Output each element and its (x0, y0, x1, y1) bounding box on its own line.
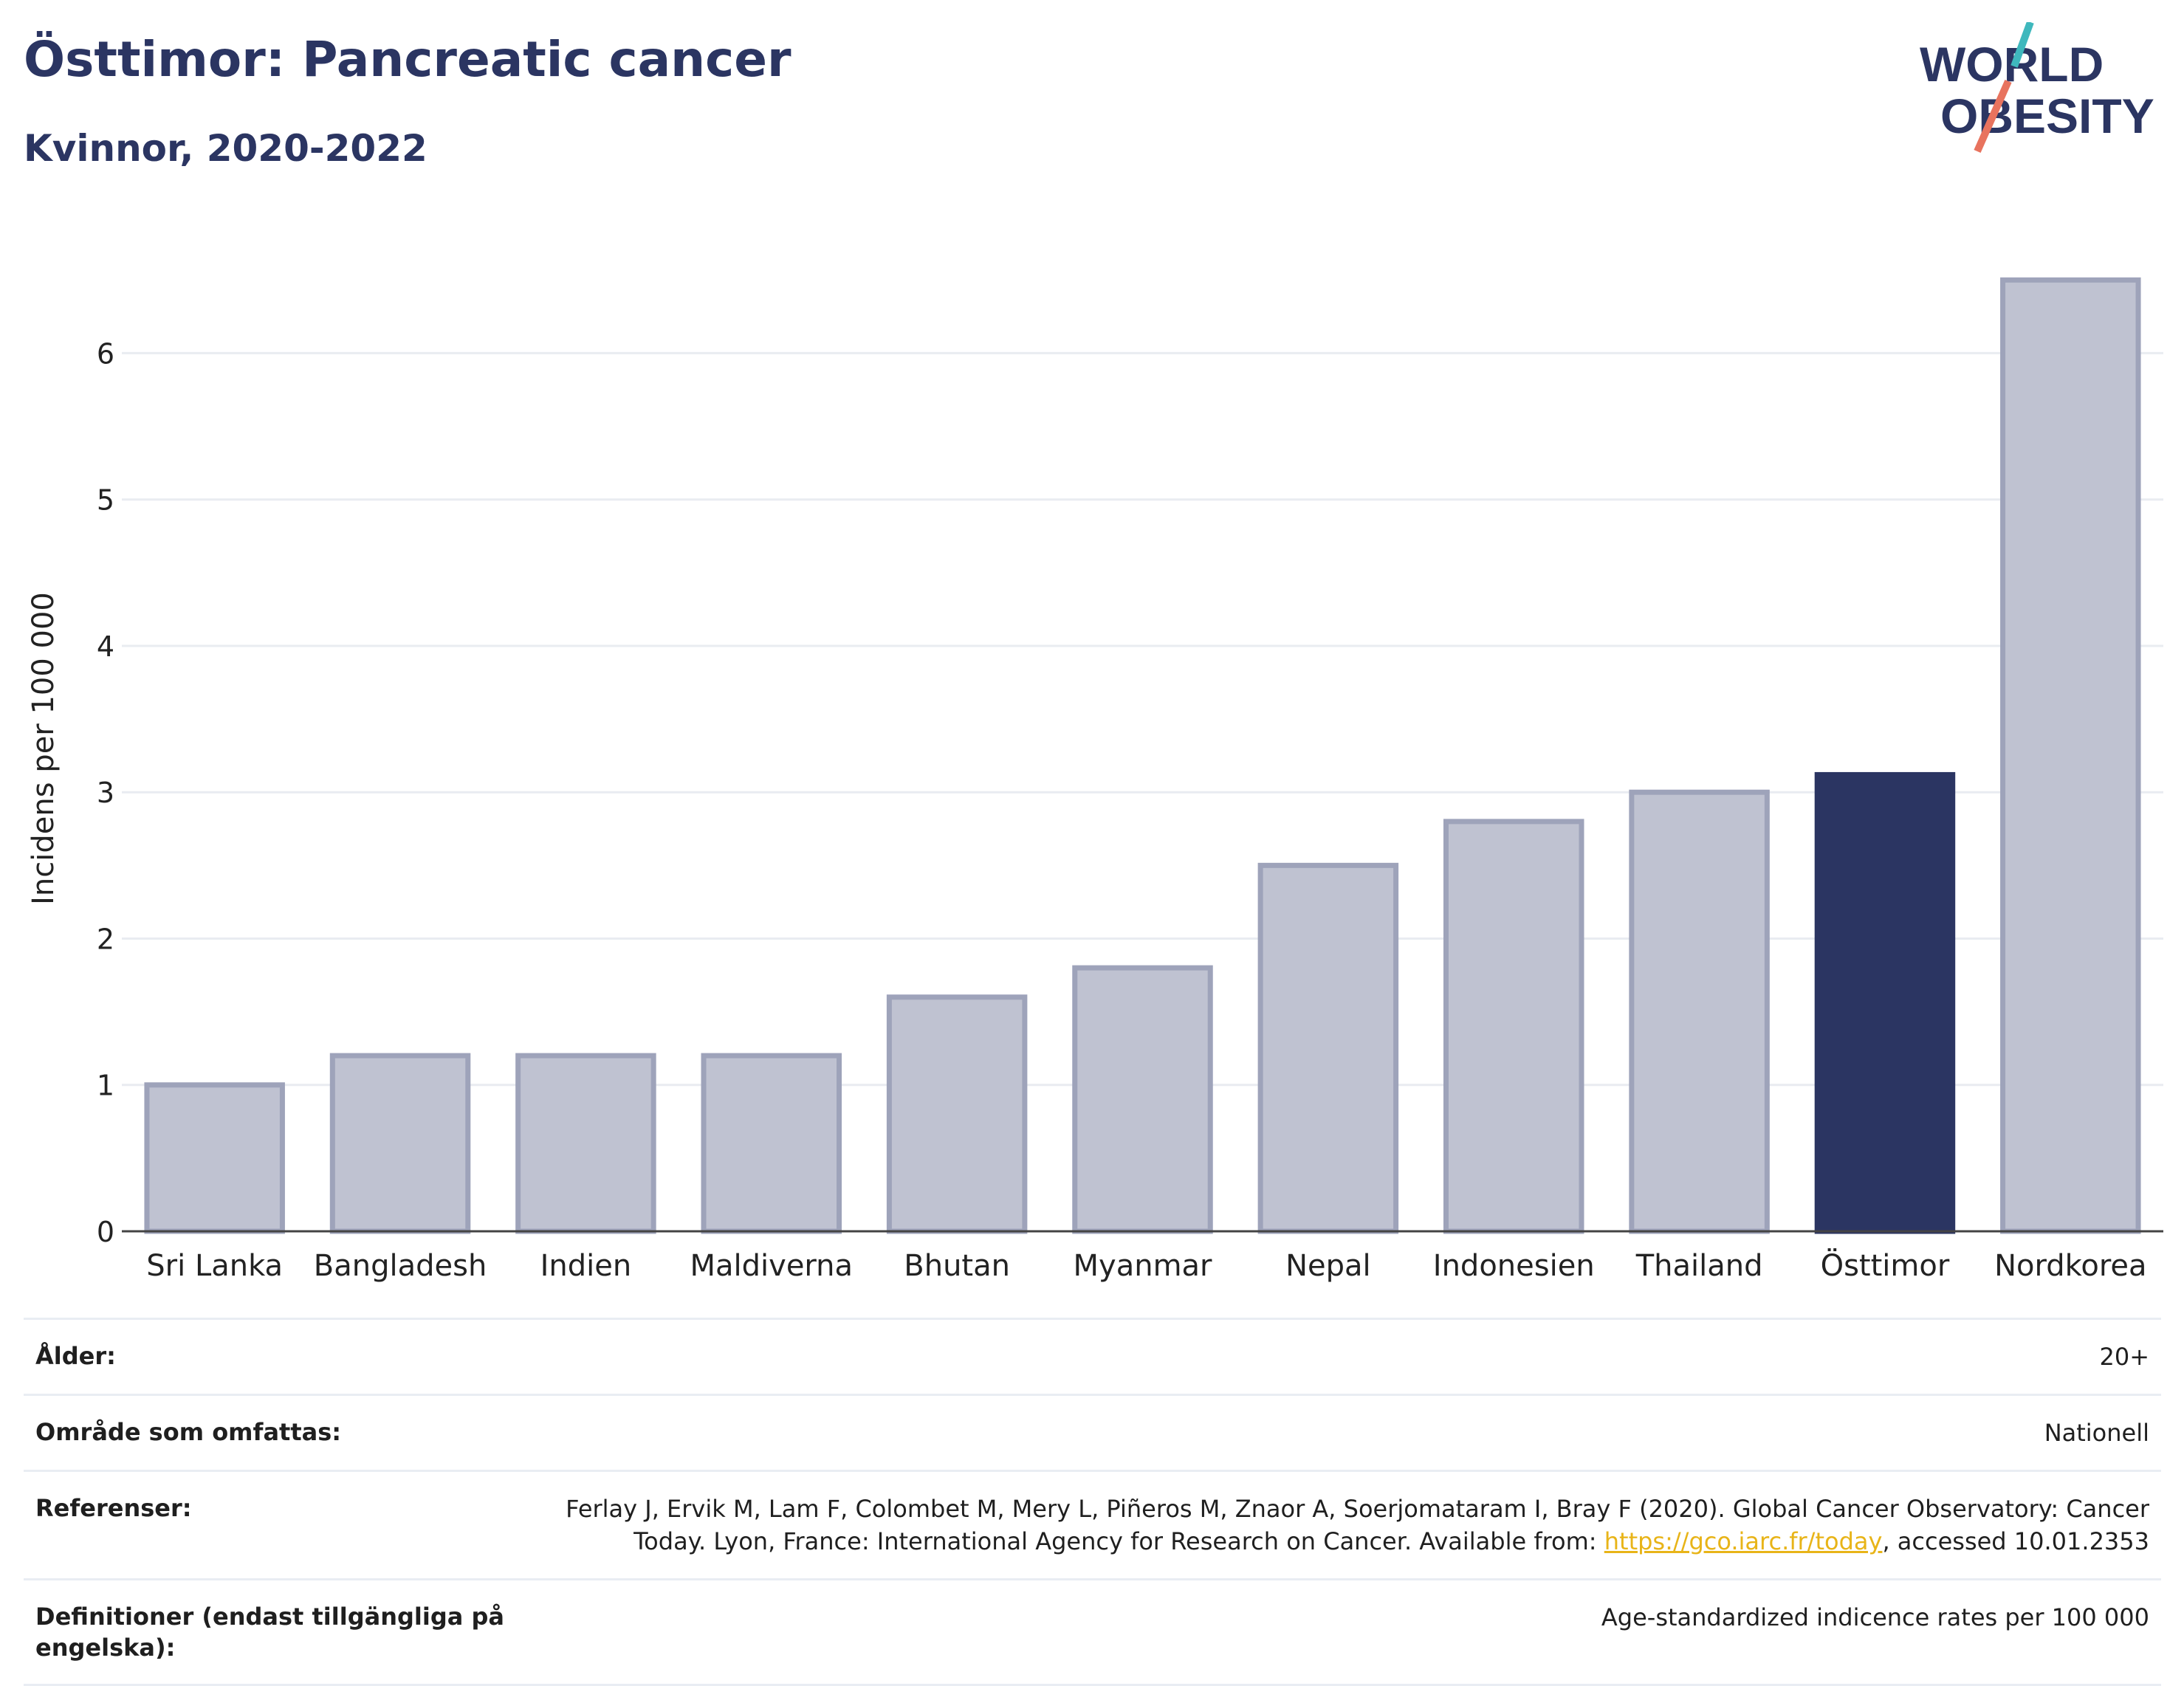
x-tick-label: Thailand (1635, 1249, 1763, 1283)
bar-sri-lanka (144, 1082, 285, 1234)
meta-value: Ferlay J, Ervik M, Lam F, Colombet M, Me… (562, 1493, 2149, 1558)
bar-nordkorea (2000, 277, 2141, 1234)
meta-label: Ålder: (35, 1342, 116, 1370)
bar-thailand (1629, 789, 1770, 1234)
y-axis-ticks: 0 1 2 3 4 5 6 (97, 337, 114, 1248)
x-tick-label: Nepal (1285, 1249, 1371, 1283)
reference-accessed: , accessed 10.01.2353 (1882, 1527, 2149, 1555)
bar-chart: 0 1 2 3 4 5 6 Sri Lanka Bangladesh Indien Maldive… (27, 277, 2163, 1283)
meta-value: Age-standardized indicence rates per 100… (1601, 1603, 2149, 1631)
y-tick-label: 5 (97, 484, 114, 517)
x-tick-label: Bhutan (904, 1249, 1010, 1283)
x-tick-label: Östtimor (1821, 1248, 1950, 1283)
world-obesity-logo: WORLD OBESITY (1920, 22, 2154, 154)
x-tick-label: Sri Lanka (146, 1249, 283, 1283)
x-tick-label: Bangladesh (314, 1249, 487, 1283)
logo-slash-teal (2010, 22, 2034, 68)
chart-subtitle: Kvinnor, 2020-2022 (24, 127, 427, 170)
meta-row-definitions: Definitioner (endast tillgängliga på eng… (24, 1578, 2161, 1686)
reference-text: Ferlay J, Ervik M, Lam F, Colombet M, Me… (566, 1495, 2149, 1555)
y-tick-label: 3 (97, 777, 114, 809)
x-tick-label: Myanmar (1074, 1249, 1213, 1283)
x-tick-label: Maldiverna (690, 1249, 854, 1283)
meta-label: Referenser: (35, 1494, 192, 1522)
x-axis-ticks: Sri Lanka Bangladesh Indien Maldiverna Bhuta… (146, 1248, 2146, 1283)
y-tick-label: 1 (97, 1070, 114, 1102)
bars (144, 277, 2141, 1234)
meta-value: 20+ (2099, 1343, 2149, 1371)
bar-östtimor (1814, 771, 1956, 1234)
meta-row-references: Referenser: Ferlay J, Ervik M, Lam F, Co… (24, 1470, 2161, 1578)
meta-value: Nationell (2044, 1419, 2149, 1447)
y-tick-label: 0 (97, 1216, 114, 1248)
x-tick-label: Indonesien (1433, 1249, 1595, 1283)
meta-label: Definitioner (endast tillgängliga på eng… (35, 1603, 504, 1662)
logo-line-2: OBESITY (1940, 89, 2154, 143)
bar-bhutan (886, 994, 1028, 1234)
meta-label: Område som omfattas: (35, 1418, 342, 1446)
x-tick-label: Nordkorea (1994, 1249, 2146, 1283)
bar-maldiverna (701, 1053, 842, 1234)
metadata-table: Ålder: 20+ Område som omfattas: Nationel… (24, 1318, 2161, 1686)
bar-nepal (1257, 862, 1399, 1234)
logo-slash-coral (1974, 79, 2012, 154)
reference-link[interactable]: https://gco.iarc.fr/today (1604, 1527, 1883, 1555)
x-tick-label: Indien (540, 1249, 632, 1283)
y-tick-label: 4 (97, 630, 114, 663)
y-tick-label: 2 (97, 923, 114, 955)
meta-row-age: Ålder: 20+ (24, 1318, 2161, 1394)
bar-indien (515, 1053, 656, 1234)
y-tick-label: 6 (97, 337, 114, 370)
chart-title: Östtimor: Pancreatic cancer (24, 31, 791, 88)
bar-indonesien (1443, 819, 1584, 1234)
bar-bangladesh (329, 1053, 471, 1234)
bar-myanmar (1072, 965, 1213, 1234)
meta-row-area: Område som omfattas: Nationell (24, 1394, 2161, 1470)
y-axis-label: Incidens per 100 000 (27, 592, 61, 905)
